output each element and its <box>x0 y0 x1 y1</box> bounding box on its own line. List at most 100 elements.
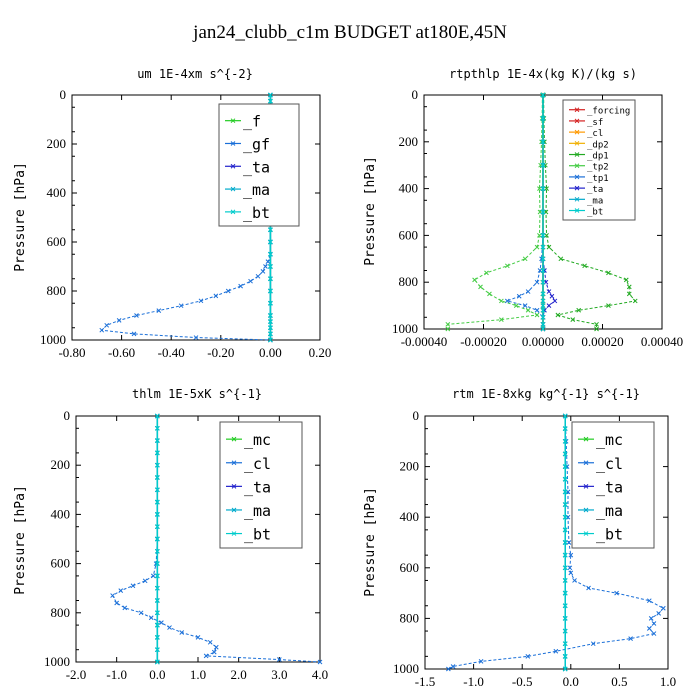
data-point <box>544 186 549 191</box>
data-point <box>122 605 128 611</box>
data-point <box>260 269 266 274</box>
legend-marker <box>583 436 589 442</box>
legend-marker <box>574 208 580 213</box>
legend-label: _sf <box>587 118 603 128</box>
data-point <box>606 270 611 276</box>
data-point <box>590 641 596 647</box>
series-line-tp1 <box>505 95 544 329</box>
legend-label: _mc <box>244 431 271 449</box>
data-point <box>154 573 160 579</box>
legend-label: _bt <box>587 208 603 218</box>
data-point <box>142 578 148 584</box>
data-point <box>534 312 540 318</box>
legend-marker <box>231 436 237 442</box>
data-point <box>540 307 546 313</box>
data-point <box>472 277 477 283</box>
data-point <box>646 598 652 604</box>
data-point <box>540 186 546 191</box>
data-point <box>540 314 546 320</box>
data-point <box>553 648 559 654</box>
xtick-label: 0.00020 <box>581 334 623 349</box>
data-point <box>534 279 540 285</box>
data-point <box>268 239 273 245</box>
data-point <box>110 593 115 598</box>
data-point <box>562 426 568 432</box>
legend-label: _mc <box>596 431 623 449</box>
legend-box <box>219 421 303 549</box>
xtick-label: 1.0 <box>660 674 676 689</box>
legend-marker <box>230 118 236 124</box>
data-point <box>623 277 629 283</box>
legend-marker <box>574 152 580 157</box>
data-point <box>540 326 546 332</box>
data-point <box>540 298 546 304</box>
data-point <box>484 270 489 276</box>
legend-marker <box>583 531 589 536</box>
data-point <box>544 233 549 238</box>
data-point <box>268 313 273 318</box>
data-point <box>104 322 110 328</box>
plot-area-rtm <box>424 415 669 670</box>
xtick-label: 0.5 <box>611 674 627 689</box>
data-point <box>562 489 568 495</box>
data-point <box>562 666 568 672</box>
ytick-label: 1000 <box>44 654 70 669</box>
ytick-label: 800 <box>47 283 67 298</box>
data-point <box>540 139 546 145</box>
data-point <box>566 540 572 545</box>
data-point <box>540 321 546 327</box>
legend-label: _ta <box>244 478 271 496</box>
data-point <box>99 327 105 333</box>
data-point <box>567 565 573 571</box>
panel-rtpthlp-ylabel: Pressure [hPa] <box>363 156 378 266</box>
data-point <box>555 312 561 318</box>
ytick-label: 800 <box>399 274 419 289</box>
data-point <box>248 278 253 284</box>
data-point <box>317 659 323 665</box>
data-point <box>504 298 510 304</box>
data-point <box>516 293 522 299</box>
data-point <box>540 233 546 238</box>
data-point <box>504 263 510 269</box>
data-point <box>213 644 219 650</box>
data-point <box>207 639 213 645</box>
data-point <box>238 283 243 289</box>
data-point <box>131 331 137 337</box>
legend-marker <box>574 163 580 169</box>
ytick-label: 600 <box>51 556 71 571</box>
data-point <box>562 476 568 482</box>
legend-label: _cl <box>244 455 271 473</box>
legend-marker <box>231 507 237 513</box>
legend-marker <box>230 163 236 169</box>
data-point <box>268 337 273 343</box>
legend-marker <box>574 107 580 113</box>
panel-rtm-ylabel: Pressure [hPa] <box>363 487 378 597</box>
data-point <box>562 565 568 571</box>
data-point <box>562 514 568 520</box>
data-point <box>513 303 519 308</box>
panel-rtm-title: rtm 1E-8xkg kg^{-1} s^{-1} <box>452 387 640 401</box>
panel-um-title: um 1E-4xm s^{-2} <box>137 67 253 81</box>
data-point <box>265 259 271 264</box>
ytick-label: 0 <box>413 408 420 423</box>
ytick-label: 400 <box>47 185 67 200</box>
ytick-label: 1000 <box>393 661 419 676</box>
data-point <box>586 585 591 591</box>
data-point <box>594 321 599 327</box>
panel-thlm-ylabel: Pressure [hPa] <box>13 485 28 595</box>
ytick-label: 1000 <box>40 332 66 347</box>
xtick-label: 0.0 <box>149 667 165 682</box>
data-point <box>540 244 546 250</box>
panel-rtpthlp: rtpthlp 1E-4x(kg K)/(kg s) Pressure [hPa… <box>363 67 683 349</box>
data-point <box>562 653 568 659</box>
data-point <box>562 590 568 596</box>
data-point <box>154 487 160 493</box>
data-point <box>154 598 160 603</box>
data-point <box>154 425 160 431</box>
data-point <box>562 540 568 545</box>
data-point <box>562 413 568 419</box>
data-point <box>646 626 652 631</box>
legend-label: _ta <box>243 158 270 176</box>
data-point <box>606 303 611 308</box>
